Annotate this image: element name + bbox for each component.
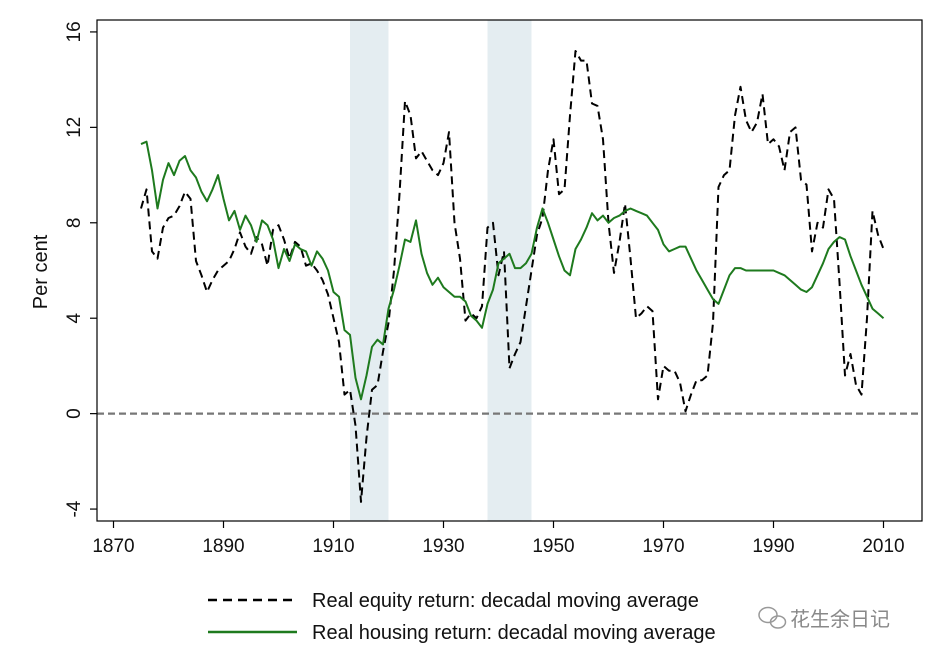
watermark-text: 花生余日记 [790, 607, 890, 631]
y-tick-label: 8 [64, 217, 85, 228]
legend: Real equity return: decadal moving avera… [208, 590, 716, 644]
x-tick-label: 2010 [862, 536, 904, 557]
y-tick-label: 12 [64, 117, 85, 138]
series-line-equity [140, 50, 885, 503]
x-tick-label: 1990 [752, 536, 794, 557]
wechat-icon [758, 606, 787, 629]
x-tick-label: 1910 [312, 536, 354, 557]
plot-frame [96, 19, 923, 522]
y-tick-label: 4 [64, 313, 85, 324]
legend-label-housing: Real housing return: decadal moving aver… [312, 622, 716, 644]
x-axis: 1870 1890 1910 1930 1950 1970 1990 2010 [92, 521, 905, 557]
y-axis-title: Per cent [30, 234, 52, 309]
x-tick-label: 1890 [202, 536, 244, 557]
watermark: 花生余日记 [758, 606, 890, 631]
x-tick-label: 1870 [92, 536, 134, 557]
shaded-period-2 [487, 20, 532, 521]
series-line-housing [140, 140, 885, 401]
shaded-period-1 [350, 20, 389, 521]
y-tick-label: 0 [64, 408, 85, 419]
y-tick-label: -4 [64, 500, 85, 517]
x-tick-label: 1970 [642, 536, 684, 557]
y-axis: -4 0 4 8 12 16 [64, 21, 97, 518]
x-tick-label: 1930 [422, 536, 464, 557]
y-tick-label: 16 [64, 21, 85, 42]
x-tick-label: 1950 [532, 536, 574, 557]
series-lines [140, 50, 885, 503]
legend-label-equity: Real equity return: decadal moving avera… [312, 590, 699, 612]
